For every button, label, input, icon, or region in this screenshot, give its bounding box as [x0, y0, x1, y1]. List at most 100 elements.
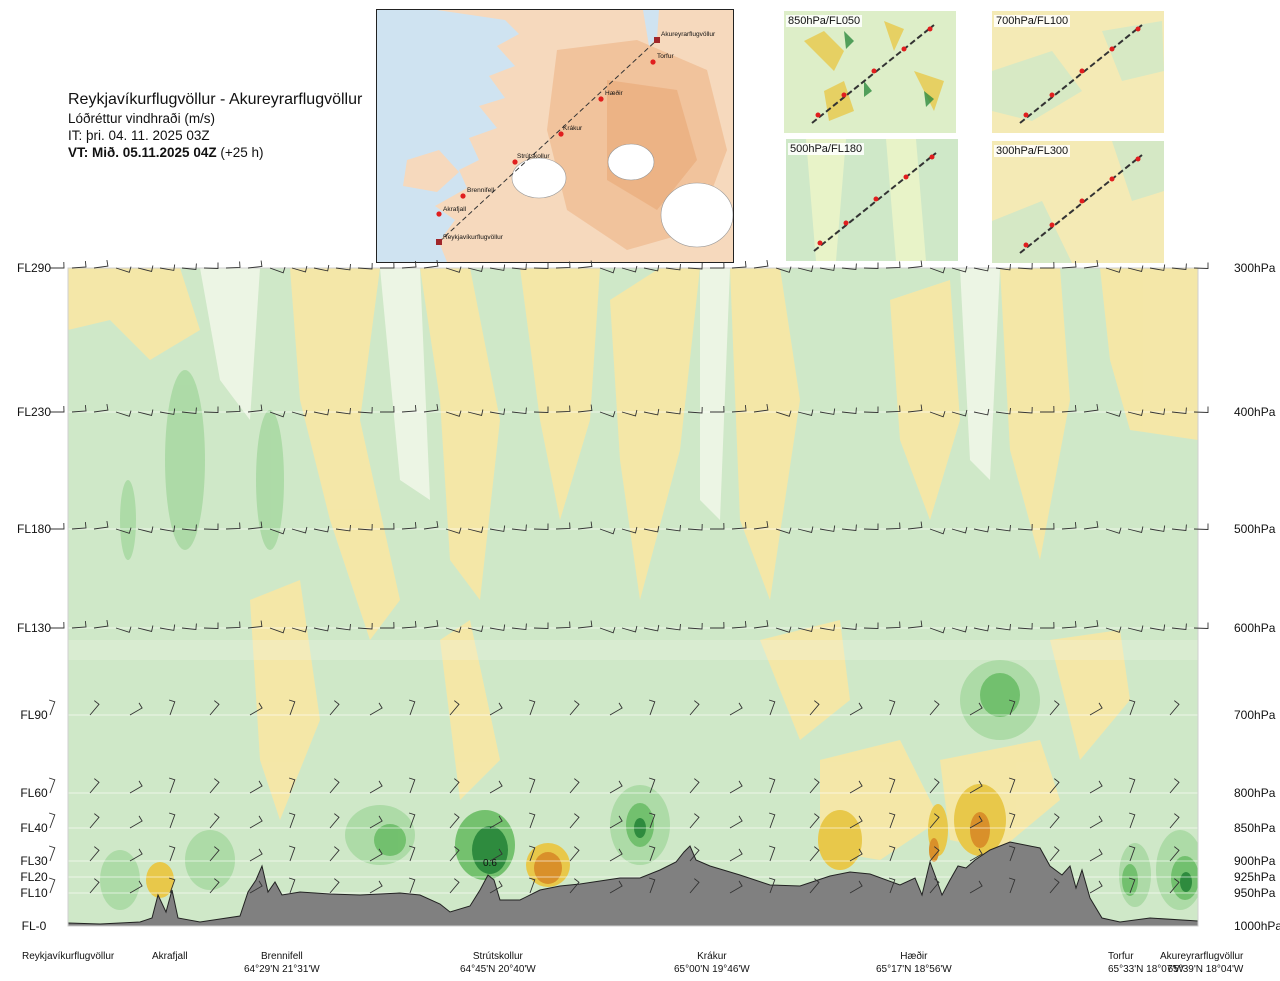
station-coord: 65°39'N 18°04'W — [1167, 964, 1244, 975]
wind-barb — [50, 522, 65, 530]
wind-barb — [731, 261, 747, 269]
wind-barb — [885, 405, 901, 413]
wind-barb — [577, 620, 593, 629]
wind-barb — [1193, 523, 1209, 530]
wind-barb — [569, 878, 580, 894]
wind-barb — [1127, 265, 1144, 272]
wind-barb — [819, 264, 836, 271]
wind-barb — [225, 261, 241, 269]
wind-barb — [335, 263, 351, 271]
wind-barb — [357, 406, 373, 414]
wind-barb — [181, 623, 197, 630]
wind-barb — [401, 522, 417, 530]
wind-barb — [71, 621, 87, 629]
wind-barb — [48, 777, 56, 794]
wind-barb — [1049, 878, 1060, 894]
wind-barb — [168, 845, 176, 862]
wind-barb — [48, 845, 56, 862]
wind-barb — [665, 623, 681, 631]
wind-barb — [995, 407, 1011, 415]
wind-barb — [467, 265, 484, 272]
wind-barb — [973, 408, 990, 416]
wind-barb — [569, 846, 580, 862]
wind-barb — [1169, 700, 1180, 716]
wind-barb — [247, 404, 263, 413]
right-axis: 300hPa 400hPa 500hPa 600hPa 700hPa 800hPa 850h… — [1234, 261, 1280, 933]
station-coord: 65°00'N 19°46'W — [674, 964, 750, 975]
station-name: Brennifell — [261, 951, 303, 962]
wind-barb — [449, 778, 460, 794]
wind-barb — [291, 409, 308, 417]
wind-barb — [1149, 408, 1166, 415]
wind-barb — [577, 404, 593, 413]
wind-barb — [888, 877, 896, 894]
wind-barb — [863, 622, 879, 629]
wind-barb — [863, 523, 879, 530]
wind-barb — [313, 525, 330, 533]
wind-barb — [369, 780, 383, 794]
wind-barb — [1049, 846, 1060, 862]
left-tick-label: FL130 — [17, 621, 51, 635]
wind-barb — [995, 524, 1011, 532]
wind-barb — [1169, 778, 1180, 794]
wind-barb — [489, 408, 506, 415]
wind-barb — [159, 408, 176, 415]
station-name: Akrafjall — [152, 951, 188, 962]
wind-barb — [467, 625, 484, 632]
wind-barb — [1008, 699, 1016, 716]
wind-barb — [1040, 405, 1055, 413]
wind-barb — [1149, 525, 1166, 532]
wind-barb — [249, 702, 263, 716]
station-coord: 64°45'N 20°40'W — [460, 964, 536, 975]
wind-barb — [489, 702, 503, 716]
map-marker-brennifell — [460, 193, 466, 199]
wind-barb — [89, 878, 100, 894]
wind-barb — [710, 621, 725, 629]
wind-barb — [849, 848, 863, 862]
wind-barb — [1083, 521, 1099, 530]
map-marker-haedir — [598, 96, 604, 102]
wind-barb — [951, 526, 968, 534]
wind-barb — [209, 813, 220, 829]
map-label-akureyri: Akureyrarflugvöllur — [661, 31, 716, 38]
wind-barb — [643, 525, 660, 533]
wind-barb — [209, 846, 220, 862]
wind-barb — [423, 521, 439, 530]
wind-barb — [973, 264, 990, 272]
wind-barb — [729, 702, 743, 716]
map-label-krakur: Krákur — [563, 125, 583, 132]
right-tick-label: 800hPa — [1234, 786, 1276, 800]
wind-barb — [809, 778, 820, 794]
wind-barb — [665, 524, 681, 532]
wind-barb — [181, 263, 197, 270]
wind-barb — [209, 700, 220, 716]
wind-barb — [768, 877, 776, 894]
right-tick-label: 900hPa — [1234, 854, 1276, 868]
wind-barb — [929, 700, 940, 716]
wind-barb — [969, 702, 983, 716]
wind-barb — [729, 815, 743, 829]
wind-barb — [203, 622, 219, 629]
wind-barb — [528, 845, 536, 862]
wind-barb — [577, 521, 593, 530]
wind-barb — [599, 266, 616, 274]
right-tick-label: 600hPa — [1234, 621, 1276, 635]
wind-barb — [115, 410, 132, 417]
map-marker-akrafjall — [436, 211, 442, 217]
wind-barb — [753, 521, 769, 530]
wind-barb — [313, 624, 330, 632]
wind-barb — [569, 778, 580, 794]
wind-barb — [729, 780, 743, 794]
wind-barb — [599, 527, 616, 535]
wind-barb — [511, 263, 527, 270]
wind-barb — [1089, 780, 1103, 794]
wind-barb — [929, 813, 940, 829]
wind-barb — [1149, 624, 1166, 631]
wind-barb — [555, 522, 571, 530]
station-krakur: Krákur 65°00'N 19°46'W — [674, 950, 750, 976]
wind-barb — [335, 623, 351, 631]
wind-barb — [621, 625, 638, 633]
wind-barb — [408, 877, 416, 894]
wind-barb — [1171, 623, 1187, 630]
